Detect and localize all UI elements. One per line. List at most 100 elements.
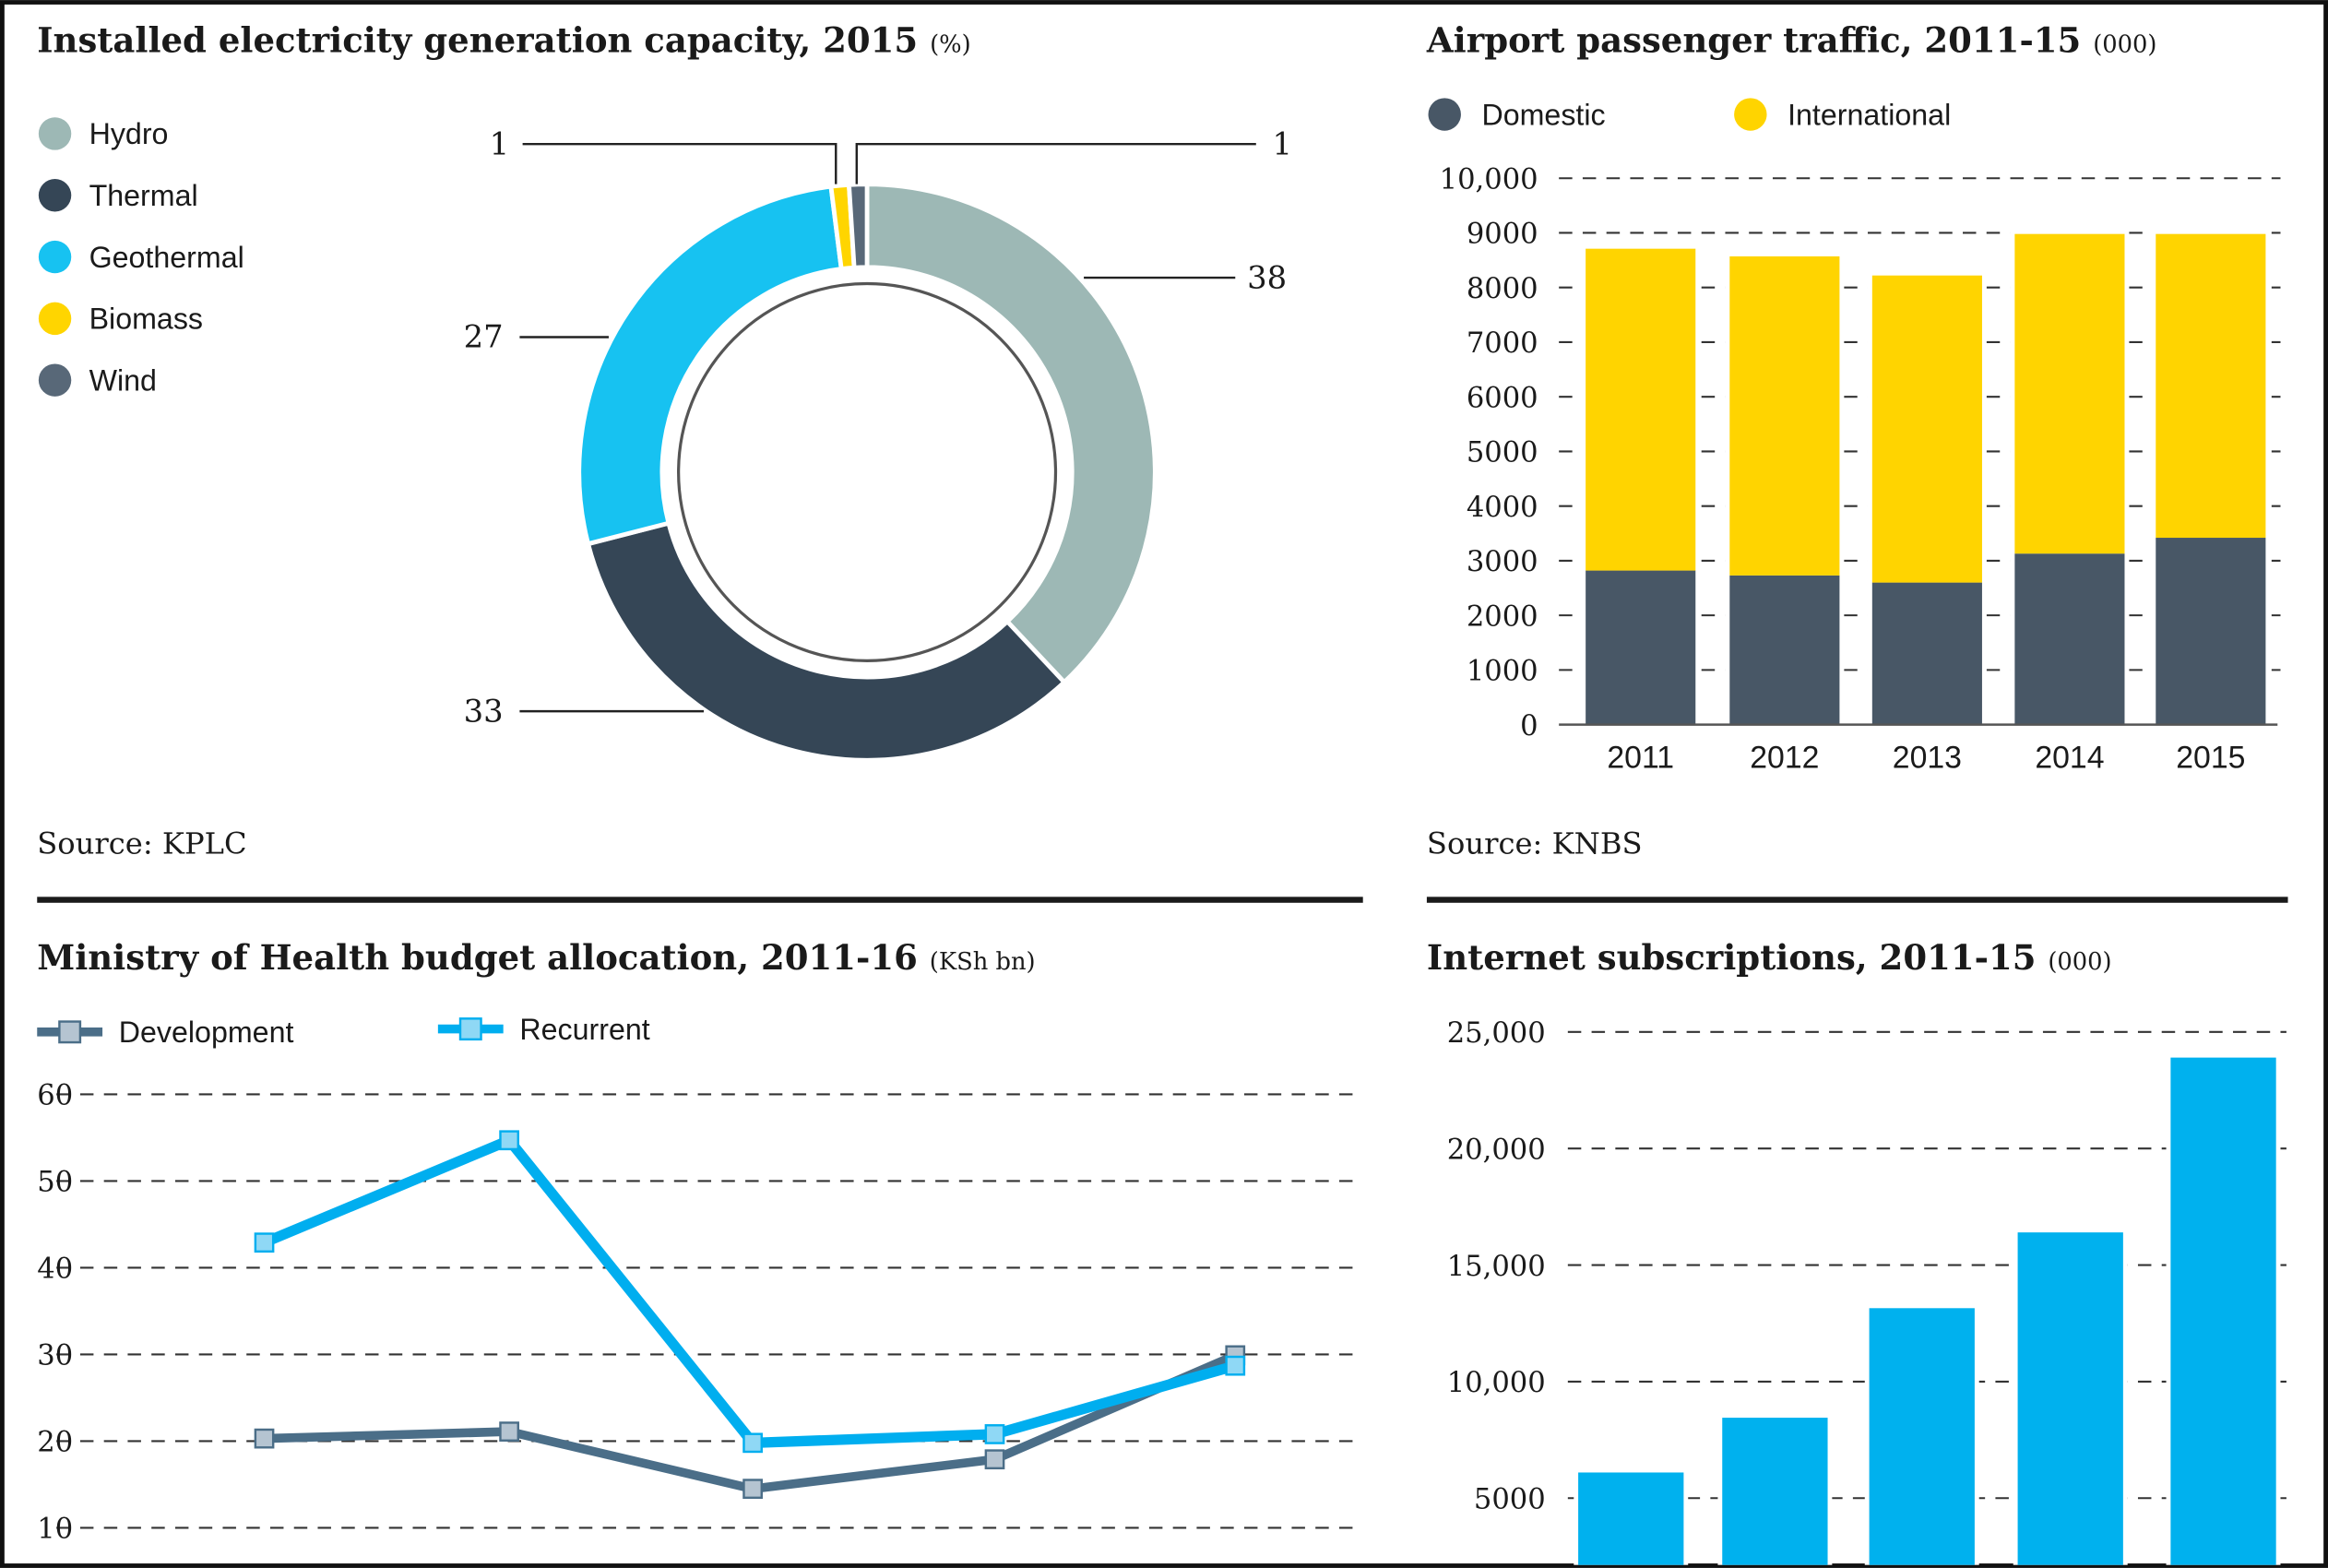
- legend-dot-international: [1734, 98, 1767, 131]
- point-recurrent: [1225, 1355, 1246, 1376]
- bar-domestic-2015: [2156, 538, 2266, 725]
- legend-label-development: Development: [119, 1016, 294, 1049]
- y-tick-label: 4000: [1467, 492, 1538, 524]
- slice-thermal: [585, 520, 1068, 763]
- x-tick-label: 2012: [1750, 740, 1819, 775]
- electricity-source: Source: KPLC: [37, 826, 246, 861]
- divider-left: [37, 897, 1363, 903]
- legend-label-wind: Wind: [89, 363, 157, 397]
- y-tick-label: 3000: [1467, 546, 1538, 578]
- bar-internet: [1722, 1418, 1828, 1565]
- airport-panel: Airport passenger traffic, 2011-15 (000)…: [1426, 19, 2281, 861]
- internet-title: Internet subscriptions, 2011-15 (000): [1427, 937, 2112, 978]
- electricity-donut: 38 33 27 1 1: [464, 125, 1293, 763]
- bar-international-2011: [1586, 248, 1696, 571]
- legend-dot-biomass: [38, 302, 72, 336]
- y-tick-label: 10,000: [1447, 1367, 1546, 1399]
- y-tick-label: 20,000: [1447, 1134, 1546, 1166]
- point-development: [499, 1421, 519, 1442]
- data-label-wind: 1: [1273, 125, 1293, 161]
- inner-ring: [677, 281, 1058, 663]
- y-tick-label: 40: [37, 1253, 73, 1286]
- internet-panel: Internet subscriptions, 2011-15 (000) 50…: [1427, 937, 2286, 1565]
- data-label-biomass: 1: [490, 125, 510, 161]
- y-tick-label: 0: [1520, 710, 1538, 742]
- bar-internet: [1578, 1472, 1684, 1565]
- legend-marker-development: [58, 1020, 82, 1044]
- legend-dot-wind: [38, 363, 72, 397]
- x-tick-label: 2013: [1893, 740, 1962, 775]
- legend-marker-recurrent: [458, 1017, 482, 1041]
- bar-domestic-2012: [1729, 575, 1840, 725]
- y-tick-label: 10: [37, 1514, 73, 1546]
- data-label-thermal: 33: [464, 693, 504, 729]
- legend-dot-hydro: [38, 117, 72, 150]
- electricity-title: Installed electricity generation capacit…: [37, 19, 970, 60]
- leader-line-wind: [855, 143, 1256, 184]
- bar-internet: [2170, 1057, 2276, 1565]
- slice-wind: [846, 182, 870, 270]
- y-tick-label: 5000: [1474, 1484, 1546, 1516]
- legend-label-biomass: Biomass: [89, 303, 203, 336]
- y-tick-label: 7000: [1467, 327, 1538, 360]
- internet-chart: 5000 10,000 15,000 20,000 25,000: [1447, 1017, 2286, 1565]
- bar-international-2013: [1871, 275, 1982, 583]
- point-development: [984, 1449, 1005, 1470]
- slice-hydro: [864, 182, 1158, 686]
- legend-label-thermal: Thermal: [89, 179, 198, 212]
- health-chart: 10 20 30 40 50 60: [37, 1080, 1363, 1546]
- bar-domestic-2014: [2014, 553, 2125, 725]
- health-panel: Ministry of Health budget allocation, 20…: [37, 937, 1363, 1546]
- y-tick-label: 6000: [1467, 382, 1538, 414]
- legend-label-recurrent: Recurrent: [519, 1013, 649, 1046]
- point-recurrent: [499, 1130, 519, 1151]
- electricity-legend: Hydro Thermal Geothermal Biomass Wind: [38, 117, 244, 397]
- bar-domestic-2011: [1586, 570, 1696, 725]
- point-development: [254, 1428, 275, 1449]
- divider-right: [1426, 897, 2288, 903]
- legend-dot-geothermal: [38, 240, 72, 274]
- y-tick-label: 10,000: [1440, 164, 1538, 196]
- x-tick-label: 2014: [2035, 740, 2104, 775]
- data-label-geothermal: 27: [464, 319, 504, 355]
- legend-label-geothermal: Geothermal: [89, 241, 244, 274]
- point-development: [742, 1479, 763, 1500]
- point-recurrent: [984, 1424, 1005, 1444]
- y-tick-label: 20: [37, 1427, 73, 1459]
- bar-international-2014: [2014, 233, 2125, 554]
- point-recurrent: [742, 1432, 763, 1454]
- legend-label-hydro: Hydro: [89, 117, 169, 150]
- data-label-hydro: 38: [1247, 259, 1287, 295]
- leader-line-biomass: [522, 143, 837, 184]
- bar-domestic-2013: [1871, 582, 1982, 725]
- y-tick-label: 30: [37, 1340, 73, 1372]
- y-tick-label: 8000: [1467, 273, 1538, 305]
- airport-legend: Domestic International: [1428, 98, 1951, 131]
- bar-internet: [2017, 1232, 2123, 1565]
- legend-dot-thermal: [38, 179, 72, 212]
- slice-geothermal: [576, 184, 844, 547]
- electricity-panel: Installed electricity generation capacit…: [37, 19, 1292, 861]
- x-tick-label: 2011: [1607, 740, 1674, 775]
- bar-international-2012: [1729, 255, 1840, 576]
- health-legend: Development Recurrent: [37, 1013, 650, 1049]
- y-tick-label: 5000: [1467, 437, 1538, 469]
- health-title: Ministry of Health budget allocation, 20…: [37, 937, 1035, 978]
- y-tick-label: 60: [37, 1080, 73, 1112]
- y-tick-label: 9000: [1467, 219, 1538, 251]
- legend-label-domestic: Domestic: [1481, 98, 1605, 131]
- bar-international-2015: [2156, 233, 2266, 539]
- point-recurrent: [254, 1232, 275, 1253]
- airport-chart: 0 1000 2000 3000 4000 5000 6000 7000 8000 9000 10,…: [1440, 164, 2281, 775]
- airport-source: Source: KNBS: [1427, 826, 1643, 861]
- bar-internet: [1869, 1308, 1975, 1565]
- y-tick-label: 1000: [1467, 656, 1538, 688]
- y-tick-label: 2000: [1467, 600, 1538, 633]
- airport-title: Airport passenger traffic, 2011-15 (000): [1426, 19, 2157, 60]
- legend-dot-domestic: [1428, 98, 1461, 131]
- y-tick-label: 15,000: [1447, 1251, 1546, 1283]
- legend-label-international: International: [1788, 98, 1951, 131]
- y-tick-label: 25,000: [1447, 1017, 1546, 1050]
- x-tick-label: 2015: [2176, 740, 2245, 775]
